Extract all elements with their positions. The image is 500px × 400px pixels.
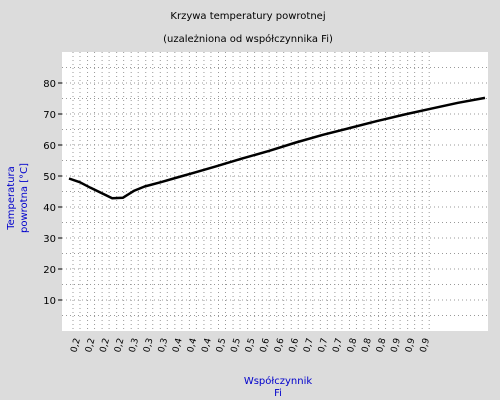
y-tick-label: 40: [43, 203, 56, 214]
y-tick-label: 80: [43, 79, 56, 90]
x-tick-label: 0,3: [128, 337, 141, 353]
x-tick-label: 0,5: [230, 337, 243, 353]
x-tick-label: 0,4: [186, 337, 199, 354]
x-tick-label: 0,2: [99, 337, 112, 353]
x-tick-label: 0,7: [302, 337, 315, 353]
x-tick-label: 0,4: [200, 337, 213, 354]
y-tick-label: 60: [43, 141, 56, 152]
y-tick-label: 30: [43, 234, 56, 245]
y-tick-label: 10: [43, 296, 56, 307]
x-tick-label: 0,6: [259, 337, 272, 354]
x-tick-label: 0,3: [142, 337, 155, 353]
chart-subtitle: (uzależniona od współczynnika Fi): [163, 33, 333, 45]
x-axis-label-line-2: Fi: [274, 388, 282, 399]
x-tick-label: 0,7: [317, 337, 330, 353]
x-axis: 0,2 0,2 0,2 0,2 0,3 0,3 0,3 0,4 0,4 0,4 0,5 0,5 0,5 0…: [70, 337, 433, 354]
x-tick-label: 0,2: [113, 337, 126, 353]
x-tick-label: 0,5: [244, 337, 257, 353]
x-tick-label: 0,2: [84, 337, 97, 353]
x-tick-label: 0,3: [157, 337, 170, 353]
chart-title: Krzywa temperatury powrotnej: [170, 11, 325, 22]
x-tick-label: 0,8: [346, 337, 359, 354]
x-tick-label: 0,8: [375, 337, 388, 354]
x-tick-label: 0,6: [288, 337, 301, 354]
x-axis-label-line-1: Współczynnik: [244, 375, 313, 387]
y-axis-label-line-1: Temperatura: [6, 166, 17, 231]
x-tick-label: 0,4: [171, 337, 184, 354]
x-tick-label: 0,7: [331, 337, 344, 353]
x-tick-label: 0,9: [390, 337, 403, 354]
y-axis: 10 20 30 40 50 60 70 80: [43, 79, 62, 307]
x-tick-label: 0,6: [273, 337, 286, 354]
y-tick-label: 20: [43, 265, 56, 276]
x-tick-label: 0,9: [404, 337, 417, 354]
y-tick-label: 70: [43, 110, 56, 121]
x-tick-label: 0,5: [215, 337, 228, 353]
y-tick-label: 50: [43, 172, 56, 183]
y-axis-label-line-2: powrotna [°C]: [19, 163, 30, 233]
x-tick-label: 0,9: [419, 337, 432, 354]
x-tick-label: 0,8: [361, 337, 374, 354]
x-tick-label: 0,2: [70, 337, 83, 353]
